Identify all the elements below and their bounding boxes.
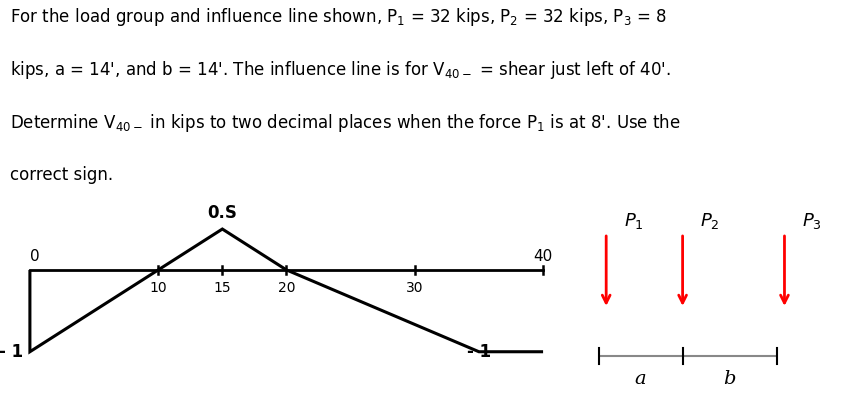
Text: - 1: - 1 [467,343,491,361]
Text: correct sign.: correct sign. [10,166,113,184]
Text: 0.S: 0.S [207,204,237,222]
Text: 15: 15 [214,281,231,294]
Text: 30: 30 [406,281,424,294]
Text: - 1: - 1 [0,343,24,361]
Text: $P_1$: $P_1$ [624,211,644,231]
Text: 20: 20 [278,281,295,294]
Text: 10: 10 [149,281,167,294]
Text: 0: 0 [30,249,40,264]
Text: 40: 40 [533,249,553,264]
Text: Determine V$_{40-}$ in kips to two decimal places when the force P$_1$ is at 8'.: Determine V$_{40-}$ in kips to two decim… [10,112,681,135]
Text: $P_3$: $P_3$ [802,211,822,231]
Text: b: b [723,370,736,388]
Text: a: a [635,370,646,388]
Text: kips, a = 14', and b = 14'. The influence line is for V$_{40-}$ = shear just lef: kips, a = 14', and b = 14'. The influenc… [10,59,671,81]
Text: $P_2$: $P_2$ [700,211,720,231]
Text: For the load group and influence line shown, P$_1$ = 32 kips, P$_2$ = 32 kips, P: For the load group and influence line sh… [10,6,667,28]
